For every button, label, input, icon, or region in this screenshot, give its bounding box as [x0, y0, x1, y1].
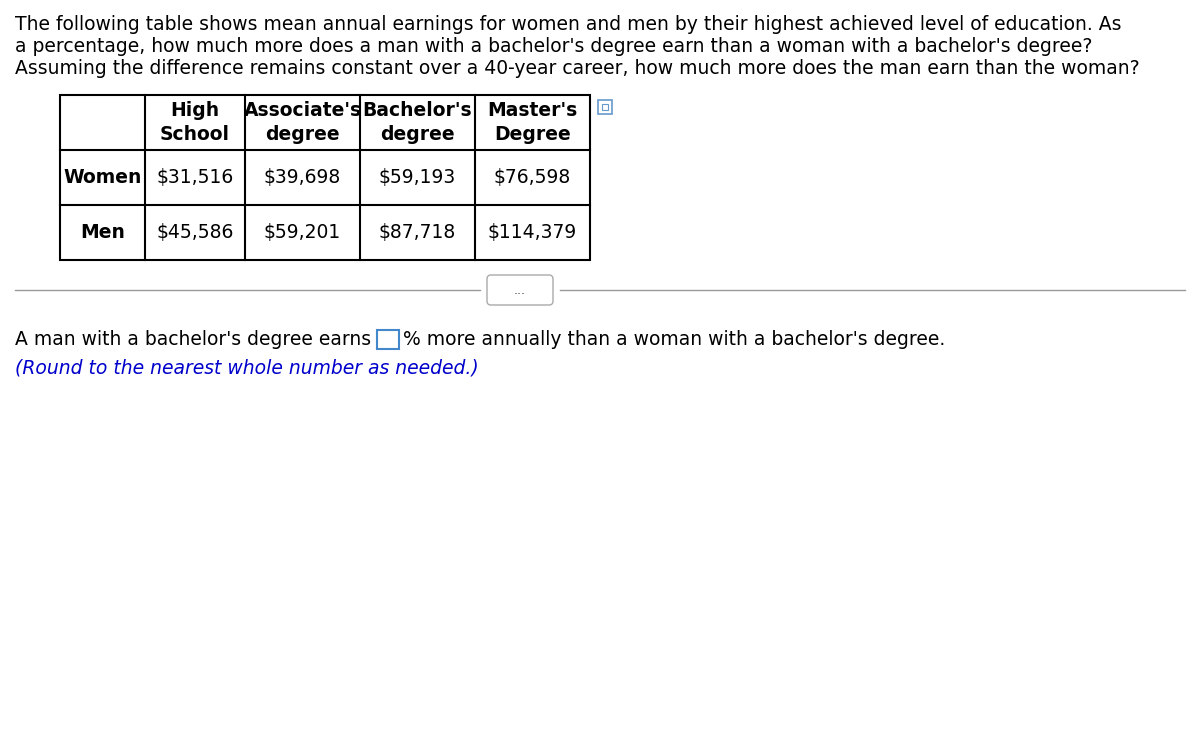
Text: $59,201: $59,201 [264, 223, 341, 242]
Text: $76,598: $76,598 [494, 168, 571, 187]
Text: Men: Men [80, 223, 125, 242]
Text: Master's
Degree: Master's Degree [487, 101, 577, 144]
Bar [602, 104, 608, 110]
Text: $59,193: $59,193 [379, 168, 456, 187]
Text: A man with a bachelor's degree earns: A man with a bachelor's degree earns [14, 330, 377, 349]
FancyBboxPatch shape [377, 330, 400, 349]
Text: ...: ... [514, 284, 526, 297]
Text: $87,718: $87,718 [379, 223, 456, 242]
FancyBboxPatch shape [487, 275, 553, 305]
Text: % more annually than a woman with a bachelor's degree.: % more annually than a woman with a bach… [403, 330, 946, 349]
Text: Women: Women [64, 168, 142, 187]
Text: $114,379: $114,379 [488, 223, 577, 242]
Text: $45,586: $45,586 [156, 223, 234, 242]
Text: $31,516: $31,516 [156, 168, 234, 187]
Bar [60, 95, 590, 260]
Text: The following table shows mean annual earnings for women and men by their highes: The following table shows mean annual ea… [14, 15, 1122, 34]
Text: High
School: High School [160, 101, 230, 144]
Text: $39,698: $39,698 [264, 168, 341, 187]
Text: Bachelor's
degree: Bachelor's degree [362, 101, 473, 144]
Bar [598, 100, 612, 114]
Text: (Round to the nearest whole number as needed.): (Round to the nearest whole number as ne… [14, 358, 479, 377]
Text: Associate's
degree: Associate's degree [244, 101, 361, 144]
Text: Assuming the difference remains constant over a 40-year career, how much more do: Assuming the difference remains constant… [14, 59, 1140, 78]
Text: a percentage, how much more does a man with a bachelor's degree earn than a woma: a percentage, how much more does a man w… [14, 37, 1092, 56]
